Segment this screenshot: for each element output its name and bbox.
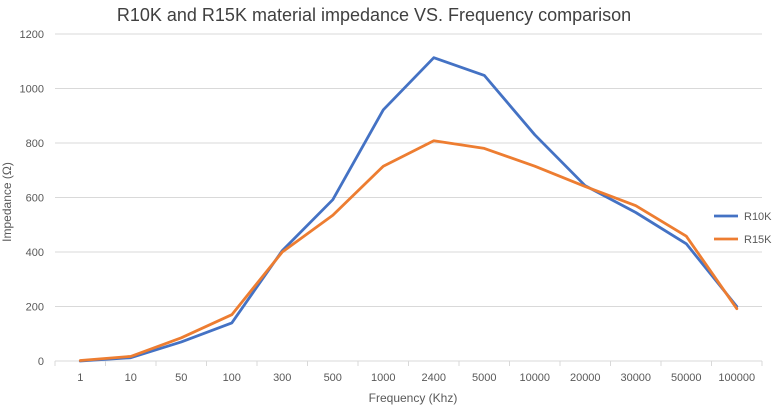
x-tick-label: 500 <box>324 372 342 384</box>
x-tick-label: 300 <box>273 372 291 384</box>
y-tick-label: 400 <box>26 247 44 259</box>
legend-label-r10k: R10K <box>744 211 772 223</box>
x-tick-label: 1 <box>77 372 83 384</box>
x-tick-label: 2400 <box>422 372 446 384</box>
x-tick-label: 30000 <box>620 372 651 384</box>
x-tick-label: 1000 <box>371 372 395 384</box>
y-tick-label: 600 <box>26 193 44 205</box>
x-tick-label: 20000 <box>570 372 601 384</box>
legend-label-r15k: R15K <box>744 234 772 246</box>
legend: R10K R15K <box>714 211 772 246</box>
series-line-r15k <box>78 139 739 362</box>
y-tick-label: 200 <box>26 302 44 314</box>
x-tick-label: 50 <box>175 372 187 384</box>
x-tick-label: 10000 <box>519 372 550 384</box>
y-tick-label: 0 <box>38 356 44 368</box>
x-tick-label: 5000 <box>472 372 496 384</box>
y-tick-label: 1200 <box>20 29 44 41</box>
chart-title: R10K and R15K material impedance VS. Fre… <box>117 5 631 25</box>
x-tick-label: 10 <box>125 372 137 384</box>
x-tick-label: 50000 <box>671 372 702 384</box>
x-tick-label: 100 <box>223 372 241 384</box>
y-axis-title: Impedance (Ω) <box>0 162 14 242</box>
x-tick-label: 100000 <box>718 372 755 384</box>
gridlines <box>55 33 762 307</box>
axes: 0 200 400 600 800 1000 1200 1 10 50 100 300 500 1000 2… <box>20 29 763 384</box>
x-axis-title: Frequency (Khz) <box>369 391 458 405</box>
series-lines <box>78 56 739 363</box>
y-tick-label: 800 <box>26 138 44 150</box>
series-line-r10k <box>78 56 739 363</box>
y-tick-label: 1000 <box>20 84 44 96</box>
